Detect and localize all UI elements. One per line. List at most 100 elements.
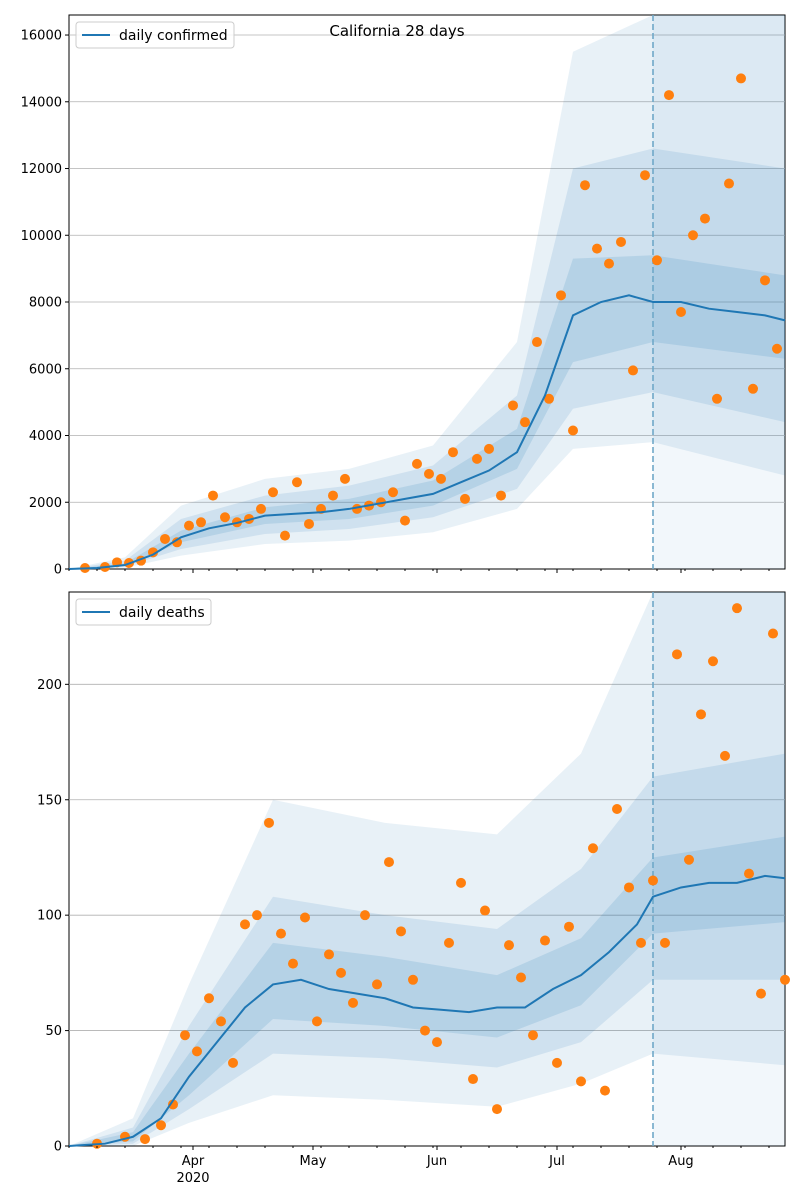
observed-point <box>652 255 662 266</box>
y-tick-label: 50 <box>45 1024 62 1039</box>
observed-point <box>456 877 466 888</box>
observed-point <box>444 937 454 948</box>
observed-point <box>300 912 310 923</box>
observed-point <box>268 487 278 498</box>
observed-point <box>432 1037 442 1048</box>
y-tick-label: 16000 <box>21 29 62 44</box>
legend-box <box>75 598 212 626</box>
y-tick-label: 8000 <box>29 296 62 311</box>
deaths-plot-frame <box>68 591 786 1147</box>
observed-point <box>400 515 410 526</box>
observed-point <box>616 236 626 247</box>
observed-point <box>220 512 230 523</box>
deaths-observed-points <box>92 603 790 1149</box>
observed-point <box>424 468 434 479</box>
x-tick-label: Jun <box>426 1154 447 1169</box>
y-tick-label: 0 <box>54 563 62 578</box>
observed-point <box>696 709 706 720</box>
observed-point <box>664 90 674 101</box>
y-tick-label: 200 <box>37 678 62 693</box>
observed-point <box>340 473 350 484</box>
band-middle <box>69 148 785 570</box>
observed-point <box>292 477 302 488</box>
deaths-chart: 0 50 100 150 200 Apr May Jun Jul Aug 2020 daily … <box>37 591 790 1186</box>
observed-point <box>484 443 494 454</box>
confirmed-forecast-region <box>653 15 785 569</box>
observed-point <box>772 343 782 354</box>
observed-point <box>532 337 542 348</box>
observed-point <box>384 857 394 868</box>
observed-point <box>140 1134 150 1145</box>
x-tick-label: Apr <box>182 1154 205 1169</box>
confirmed-legend: daily confirmed <box>75 21 235 49</box>
observed-point <box>388 487 398 498</box>
observed-point <box>700 213 710 224</box>
observed-point <box>408 974 418 985</box>
observed-point <box>760 275 770 286</box>
observed-point <box>648 875 658 886</box>
observed-point <box>240 919 250 930</box>
observed-point <box>736 73 746 84</box>
observed-point <box>672 649 682 660</box>
y-tick-label: 2000 <box>29 496 62 511</box>
observed-point <box>288 958 298 969</box>
x-tick-label: Jul <box>548 1154 565 1169</box>
confirmed-x-axis <box>68 569 770 573</box>
confirmed-observed-points <box>80 73 782 573</box>
band-inner <box>69 836 785 1146</box>
observed-point <box>516 972 526 983</box>
band-middle <box>69 753 785 1146</box>
observed-point <box>180 1030 190 1041</box>
observed-point <box>552 1057 562 1068</box>
observed-point <box>372 979 382 990</box>
deaths-forecast-region <box>653 592 785 1146</box>
observed-point <box>636 937 646 948</box>
observed-point <box>304 518 314 529</box>
observed-point <box>600 1085 610 1096</box>
chart-title: California 28 days <box>329 22 464 40</box>
observed-point <box>732 603 742 614</box>
x-tick-label: May <box>300 1154 327 1169</box>
observed-point <box>336 967 346 978</box>
band-outer <box>69 15 785 569</box>
observed-point <box>396 926 406 937</box>
x-axis-year-label: 2020 <box>176 1171 209 1186</box>
y-tick-label: 14000 <box>21 95 62 110</box>
observed-point <box>744 868 754 879</box>
observed-point <box>492 1104 502 1115</box>
observed-point <box>448 447 458 458</box>
observed-point <box>160 533 170 544</box>
observed-point <box>196 517 206 528</box>
band-inner <box>69 255 785 569</box>
observed-point <box>312 1016 322 1027</box>
observed-point <box>436 473 446 484</box>
y-tick-label: 0 <box>54 1140 62 1155</box>
observed-point <box>480 905 490 916</box>
observed-point <box>640 170 650 181</box>
observed-point <box>184 520 194 531</box>
observed-point <box>156 1120 166 1131</box>
legend-label-confirmed: daily confirmed <box>119 28 228 44</box>
legend-label-deaths: daily deaths <box>119 605 205 621</box>
observed-point <box>324 949 334 960</box>
observed-point <box>712 393 722 404</box>
observed-point <box>684 854 694 865</box>
observed-point <box>688 230 698 241</box>
observed-point <box>612 803 622 814</box>
observed-point <box>544 393 554 404</box>
y-tick-label: 150 <box>37 793 62 808</box>
y-tick-label: 100 <box>37 909 62 924</box>
observed-point <box>504 940 514 951</box>
confirmed-uncertainty-bands <box>69 15 785 570</box>
y-tick-label: 12000 <box>21 162 62 177</box>
observed-point <box>216 1016 226 1027</box>
confirmed-plot-frame <box>68 14 786 570</box>
observed-point <box>676 307 686 318</box>
observed-point <box>496 490 506 501</box>
y-tick-label: 4000 <box>29 429 62 444</box>
observed-point <box>204 993 214 1004</box>
observed-point <box>280 530 290 541</box>
observed-point <box>628 365 638 376</box>
observed-point <box>252 910 262 921</box>
